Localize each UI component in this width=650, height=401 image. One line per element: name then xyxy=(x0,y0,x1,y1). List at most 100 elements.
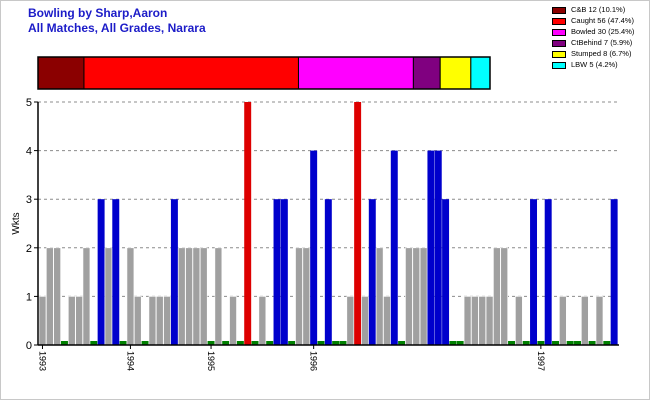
data-bar xyxy=(273,199,281,345)
data-bar xyxy=(332,341,340,345)
data-bar xyxy=(192,247,201,346)
axes xyxy=(34,101,619,349)
data-bar xyxy=(463,296,472,346)
data-bar xyxy=(104,247,113,346)
data-bar xyxy=(419,247,428,346)
legend-item: LBW 5 (4.2%) xyxy=(552,60,650,70)
data-bar xyxy=(471,296,479,346)
legend-item: Stumped 8 (6.7%) xyxy=(552,49,650,59)
summary-segment xyxy=(37,56,85,90)
y-axis-label: Wkts xyxy=(11,212,22,234)
data-bar xyxy=(148,296,157,346)
data-bar xyxy=(603,341,611,345)
data-bar xyxy=(442,199,450,345)
data-bar xyxy=(500,247,508,346)
axis-labels: 012345Wkts199319941995199619971998199920… xyxy=(11,97,546,371)
data-bar xyxy=(302,247,311,346)
data-bar xyxy=(170,199,178,345)
y-tick-label: 5 xyxy=(26,97,32,109)
data-bar xyxy=(595,296,604,346)
x-tick-label: 1993 xyxy=(37,351,47,371)
data-bar xyxy=(559,296,567,346)
summary-segment xyxy=(297,56,414,90)
data-bar xyxy=(97,199,105,345)
legend-label: CtBehind 7 (5.9%) xyxy=(571,38,633,47)
data-bar xyxy=(368,199,376,345)
data-bar xyxy=(581,296,589,346)
data-bar xyxy=(449,341,457,345)
data-bar xyxy=(199,247,208,346)
legend-swatch xyxy=(552,62,566,69)
data-bar xyxy=(214,247,223,346)
data-bar xyxy=(46,247,54,346)
data-bar xyxy=(280,199,288,345)
data-bar xyxy=(405,247,413,346)
data-bar xyxy=(229,296,237,346)
data-bar xyxy=(508,341,516,345)
data-bar xyxy=(493,247,501,346)
legend-swatch xyxy=(552,40,566,47)
x-tick-label: 1994 xyxy=(125,351,135,371)
chart-title: Bowling by Sharp,Aaron xyxy=(28,6,168,20)
y-tick-label: 0 xyxy=(26,340,32,352)
data-bar xyxy=(522,341,530,345)
data-bar xyxy=(544,199,552,345)
data-bar xyxy=(398,341,406,345)
dismissal-summary-bar xyxy=(37,56,491,90)
data-bar xyxy=(133,296,142,346)
legend-item: C&B 12 (10.1%) xyxy=(552,5,650,15)
data-bar xyxy=(588,341,596,345)
data-bar xyxy=(38,296,47,346)
data-bar xyxy=(552,341,560,345)
data-bar xyxy=(68,296,76,346)
data-bar xyxy=(119,341,127,345)
data-bar xyxy=(207,341,215,345)
data-bar xyxy=(515,296,523,346)
legend-label: C&B 12 (10.1%) xyxy=(571,5,626,14)
legend-label: LBW 5 (4.2%) xyxy=(571,60,618,69)
data-bar xyxy=(244,102,252,345)
data-bar xyxy=(412,247,421,346)
data-bar xyxy=(236,341,244,345)
legend-item: Caught 56 (47.4%) xyxy=(552,16,650,26)
data-bar xyxy=(177,247,186,346)
data-bar xyxy=(456,341,464,345)
data-bar xyxy=(383,296,391,346)
data-bar xyxy=(126,247,135,346)
summary-segment xyxy=(83,56,299,90)
x-tick-label: 1996 xyxy=(309,351,319,371)
data-bar xyxy=(60,341,68,345)
data-bar xyxy=(53,247,61,346)
data-bar xyxy=(82,247,91,346)
legend-swatch xyxy=(552,29,566,36)
data-bar xyxy=(361,296,369,346)
legend-item: CtBehind 7 (5.9%) xyxy=(552,38,650,48)
data-bar xyxy=(610,199,618,345)
chart-subtitle: All Matches, All Grades, Narara xyxy=(28,21,206,35)
legend-label: Stumped 8 (6.7%) xyxy=(571,49,632,58)
data-bar xyxy=(288,341,296,345)
data-bar xyxy=(112,199,120,345)
data-bar xyxy=(537,341,545,345)
data-bar xyxy=(427,150,435,345)
y-tick-label: 4 xyxy=(26,146,32,158)
data-bar xyxy=(258,296,267,346)
legend-item: Bowled 30 (25.4%) xyxy=(552,27,650,37)
summary-segment xyxy=(470,56,491,90)
data-bar xyxy=(390,150,398,345)
y-tick-label: 3 xyxy=(26,194,32,206)
data-bar xyxy=(75,296,83,346)
data-bar xyxy=(434,150,442,345)
x-tick-label: 1995 xyxy=(206,351,216,371)
data-bar xyxy=(310,150,318,345)
legend-swatch xyxy=(552,18,566,25)
data-bar xyxy=(375,247,384,346)
summary-segment xyxy=(412,56,441,90)
data-bar xyxy=(266,341,274,345)
data-bar xyxy=(141,341,149,345)
legend-label: Caught 56 (47.4%) xyxy=(571,16,634,25)
data-bar xyxy=(222,341,230,345)
y-tick-label: 1 xyxy=(26,291,32,303)
